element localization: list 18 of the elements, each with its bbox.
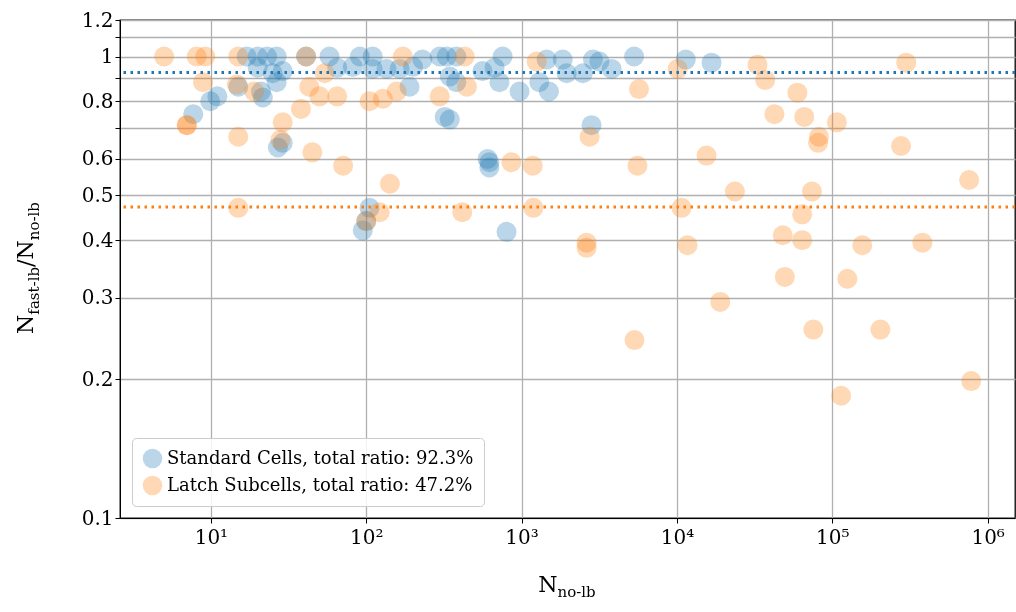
y-tick-label: 0.6 [81,146,114,171]
x-axis-title: N$_{no-lb}$ [538,572,596,602]
x-tick-label: 10² [350,524,384,549]
y-tick-label: 0.1 [81,505,114,530]
x-tick-label: 10⁴ [660,524,695,549]
x-tick-label: 10⁵ [816,524,850,549]
y-tick-label: 1 [100,44,114,69]
y-tick-label: 0.5 [81,182,114,207]
y-tick-label: 0.4 [81,227,114,252]
legend-label: Standard Cells, total ratio: 92.3% [167,446,474,468]
legend-label: Latch Subcells, total ratio: 47.2% [167,473,473,495]
x-tick-label: 10¹ [194,524,229,549]
x-tick-label: 10³ [505,524,539,549]
x-tick-label: 10⁶ [971,524,1005,549]
y-tick-label: 1.2 [81,7,114,32]
y-tick-label: 0.3 [81,285,114,310]
y-tick-label: 0.2 [81,366,114,391]
y-tick-label: 0.8 [81,88,114,113]
